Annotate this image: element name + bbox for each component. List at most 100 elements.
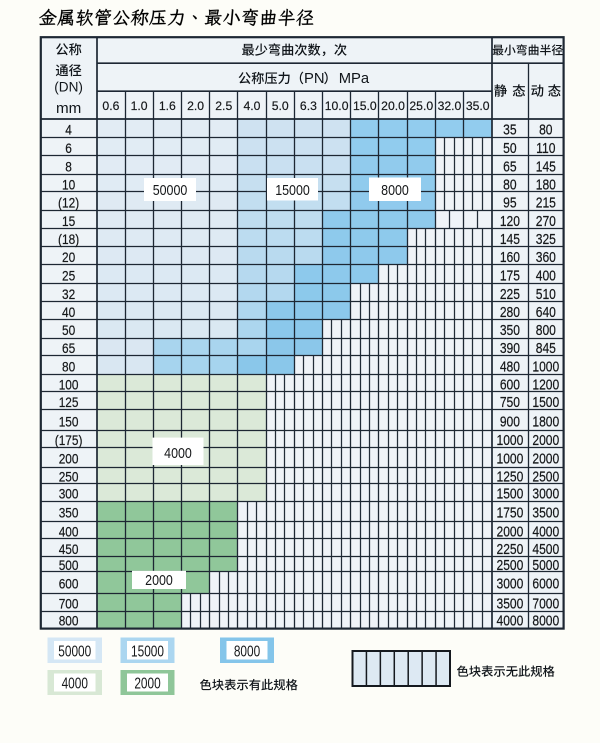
svg-text:1.6: 1.6: [159, 99, 176, 113]
svg-text:120: 120: [500, 213, 520, 229]
svg-text:350: 350: [500, 322, 520, 338]
svg-text:175: 175: [500, 268, 520, 284]
svg-text:1000: 1000: [496, 450, 523, 466]
svg-text:7000: 7000: [532, 596, 559, 612]
svg-text:6.3: 6.3: [300, 99, 317, 113]
svg-text:900: 900: [500, 413, 520, 429]
svg-text:3000: 3000: [532, 486, 559, 502]
svg-text:65: 65: [62, 340, 75, 356]
svg-text:2000: 2000: [145, 571, 173, 588]
svg-text:2250: 2250: [496, 541, 523, 557]
svg-text:325: 325: [536, 231, 556, 247]
svg-text:160: 160: [500, 249, 520, 265]
svg-text:50: 50: [503, 140, 516, 156]
svg-text:1500: 1500: [532, 394, 559, 410]
svg-text:5000: 5000: [532, 557, 559, 573]
svg-text:40: 40: [62, 304, 75, 320]
svg-text:4000: 4000: [496, 613, 523, 629]
svg-text:2.5: 2.5: [215, 99, 232, 113]
svg-text:50000: 50000: [58, 642, 91, 660]
svg-text:8: 8: [65, 159, 72, 175]
svg-text:145: 145: [536, 158, 556, 174]
svg-text:50000: 50000: [153, 181, 188, 198]
svg-text:150: 150: [59, 413, 79, 429]
svg-text:1000: 1000: [532, 358, 559, 374]
svg-text:15000: 15000: [131, 642, 164, 660]
svg-text:280: 280: [500, 304, 520, 320]
svg-text:20.0: 20.0: [381, 99, 405, 113]
svg-text:800: 800: [536, 322, 556, 338]
svg-text:10: 10: [62, 177, 75, 193]
svg-text:1000: 1000: [496, 432, 523, 448]
svg-text:(18): (18): [58, 231, 79, 247]
svg-text:4000: 4000: [62, 674, 89, 692]
svg-text:800: 800: [59, 613, 79, 629]
svg-text:2500: 2500: [532, 468, 559, 484]
svg-text:2000: 2000: [134, 674, 161, 692]
svg-text:125: 125: [59, 394, 79, 410]
svg-text:80: 80: [503, 177, 516, 193]
svg-text:65: 65: [503, 158, 516, 174]
svg-text:1250: 1250: [496, 468, 523, 484]
svg-text:15.0: 15.0: [353, 99, 377, 113]
svg-text:200: 200: [59, 450, 79, 466]
svg-text:300: 300: [59, 486, 79, 502]
svg-text:145: 145: [500, 231, 520, 247]
svg-text:(12): (12): [58, 195, 79, 211]
svg-text:225: 225: [500, 286, 520, 302]
svg-text:1800: 1800: [532, 413, 559, 429]
svg-text:600: 600: [500, 376, 520, 392]
svg-text:5.0: 5.0: [272, 99, 289, 113]
svg-text:3500: 3500: [532, 505, 559, 521]
svg-text:MPa: MPa: [339, 71, 370, 87]
svg-text:700: 700: [59, 596, 79, 612]
svg-text:350: 350: [59, 505, 79, 521]
svg-text:0.6: 0.6: [102, 99, 119, 113]
svg-text:270: 270: [536, 213, 556, 229]
svg-text:3000: 3000: [496, 576, 523, 592]
svg-text:510: 510: [536, 286, 556, 302]
svg-text:25: 25: [62, 268, 75, 284]
svg-text:6000: 6000: [532, 576, 559, 592]
svg-text:(DN): (DN): [54, 79, 83, 94]
svg-text:1500: 1500: [496, 486, 523, 502]
svg-text:35.0: 35.0: [466, 99, 490, 113]
svg-text:35: 35: [503, 122, 516, 138]
svg-text:4500: 4500: [532, 541, 559, 557]
svg-text:8000: 8000: [532, 613, 559, 629]
svg-text:2000: 2000: [532, 450, 559, 466]
svg-text:80: 80: [62, 358, 75, 374]
svg-text:250: 250: [59, 469, 79, 485]
svg-text:1200: 1200: [532, 376, 559, 392]
svg-text:95: 95: [503, 195, 516, 211]
svg-text:180: 180: [536, 177, 556, 193]
svg-text:32: 32: [62, 286, 75, 302]
svg-text:50: 50: [62, 322, 75, 338]
svg-text:390: 390: [500, 340, 520, 356]
svg-text:1750: 1750: [496, 505, 523, 521]
svg-text:450: 450: [59, 541, 79, 557]
svg-text:(175): (175): [55, 432, 83, 448]
svg-text:15: 15: [62, 213, 75, 229]
svg-text:480: 480: [500, 358, 520, 374]
svg-text:15000: 15000: [275, 181, 310, 198]
svg-text:400: 400: [59, 524, 79, 540]
svg-text:80: 80: [539, 122, 552, 138]
svg-text:10.0: 10.0: [325, 99, 349, 113]
svg-text:4000: 4000: [532, 523, 559, 539]
svg-text:20: 20: [62, 249, 75, 265]
svg-text:6: 6: [65, 140, 72, 156]
svg-text:640: 640: [536, 304, 556, 320]
svg-text:100: 100: [59, 376, 79, 392]
svg-text:8000: 8000: [381, 181, 409, 198]
svg-text:2000: 2000: [532, 432, 559, 448]
svg-text:500: 500: [59, 557, 79, 573]
svg-text:360: 360: [536, 249, 556, 265]
svg-text:215: 215: [536, 195, 556, 211]
svg-text:110: 110: [536, 140, 555, 156]
svg-text:845: 845: [536, 340, 556, 356]
svg-text:32.0: 32.0: [438, 99, 462, 113]
svg-text:mm: mm: [56, 100, 81, 117]
svg-text:4.0: 4.0: [244, 99, 261, 113]
svg-text:400: 400: [536, 268, 556, 284]
